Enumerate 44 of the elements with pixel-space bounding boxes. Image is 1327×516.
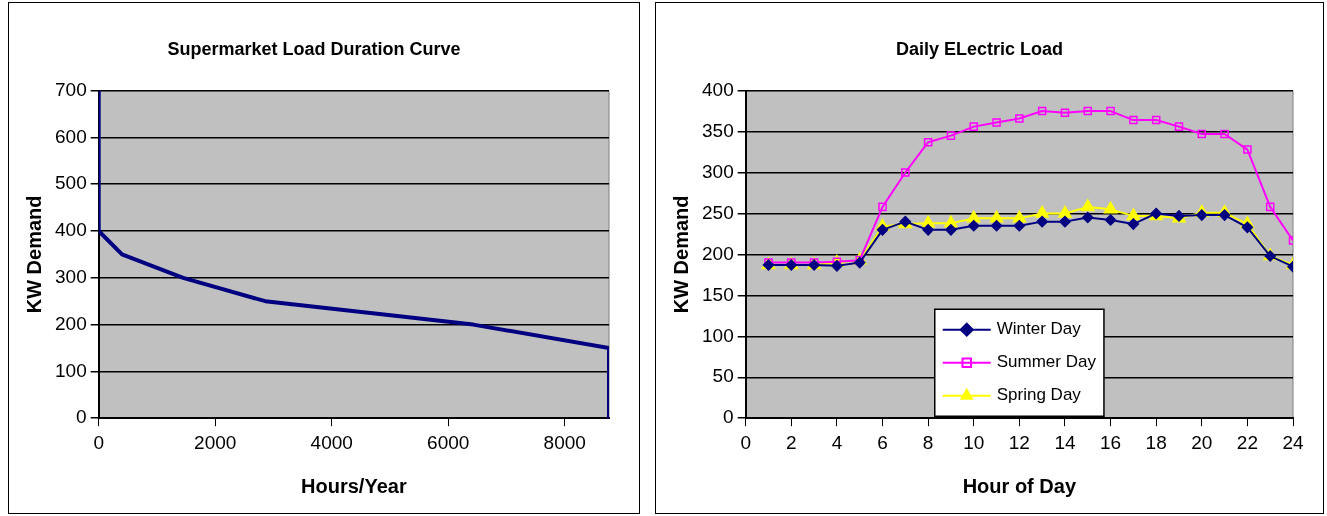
x-tick-label: 6 bbox=[877, 431, 888, 453]
x-tick-label: 14 bbox=[1054, 431, 1076, 453]
x-tick-label: 18 bbox=[1145, 431, 1167, 453]
y-tick-label: 100 bbox=[55, 359, 87, 381]
y-tick-label: 350 bbox=[702, 119, 734, 141]
y-tick-label: 50 bbox=[712, 365, 734, 387]
x-tick-label: 2 bbox=[786, 431, 797, 453]
y-tick-label: 400 bbox=[702, 78, 734, 100]
y-tick-label: 600 bbox=[55, 125, 87, 147]
y-tick-label: 250 bbox=[702, 201, 734, 223]
x-tick-label: 0 bbox=[740, 431, 751, 453]
legend-label: Spring Day bbox=[996, 385, 1082, 405]
x-tick-label: 12 bbox=[1008, 431, 1030, 453]
x-tick-label: 4 bbox=[831, 431, 843, 453]
y-tick-label: 300 bbox=[702, 160, 734, 182]
y-tick-label: 100 bbox=[702, 324, 734, 346]
x-tick-label: 22 bbox=[1236, 431, 1258, 453]
x-axis-title: Hour of Day bbox=[962, 474, 1077, 497]
y-tick-label: 500 bbox=[55, 172, 87, 194]
legend-label: Summer Day bbox=[996, 352, 1097, 372]
x-axis-title: Hours/Year bbox=[301, 474, 407, 497]
x-tick-label: 8000 bbox=[543, 431, 586, 453]
y-tick-label: 0 bbox=[76, 406, 87, 428]
y-tick-label: 200 bbox=[702, 242, 734, 264]
legend-label: Winter Day bbox=[996, 319, 1082, 339]
y-tick-label: 300 bbox=[55, 266, 87, 288]
y-tick-label: 700 bbox=[55, 78, 87, 100]
chart-title: Daily ELectric Load bbox=[895, 38, 1064, 59]
x-tick-label: 4000 bbox=[310, 431, 353, 453]
y-tick-label: 400 bbox=[55, 219, 87, 241]
x-tick-label: 10 bbox=[963, 431, 985, 453]
y-axis-title: KW Demand bbox=[22, 195, 45, 314]
y-tick-label: 150 bbox=[702, 283, 734, 305]
x-tick-label: 6000 bbox=[427, 431, 470, 453]
y-tick-label: 200 bbox=[55, 312, 87, 334]
chart-title: Supermarket Load Duration Curve bbox=[167, 38, 461, 59]
y-axis-title: KW Demand bbox=[669, 195, 692, 314]
x-tick-label: 16 bbox=[1100, 431, 1122, 453]
y-tick-label: 0 bbox=[723, 406, 734, 428]
x-tick-label: 8 bbox=[922, 431, 934, 453]
x-tick-label: 2000 bbox=[194, 431, 237, 453]
x-tick-label: 0 bbox=[93, 431, 104, 453]
x-tick-label: 20 bbox=[1191, 431, 1213, 453]
x-tick-label: 24 bbox=[1282, 431, 1304, 453]
